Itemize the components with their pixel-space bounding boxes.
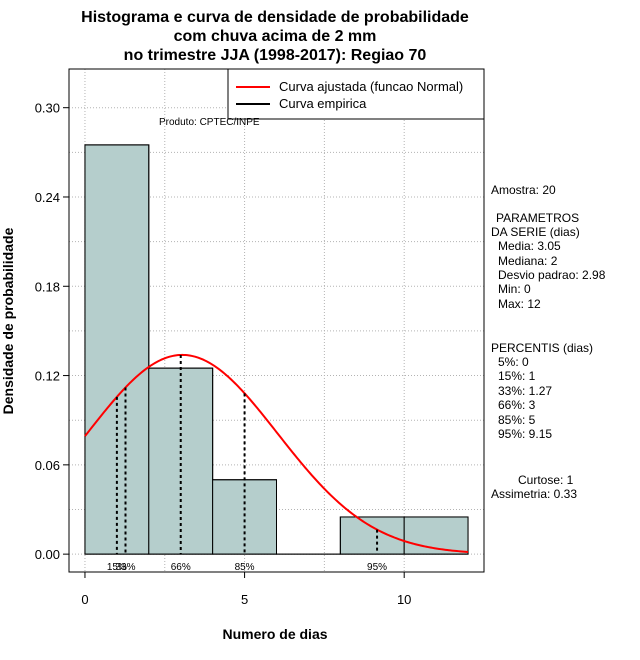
x-tick-label: 10 [397, 592, 411, 607]
density-curves [84, 144, 469, 555]
param-max: Max: 12 [498, 297, 541, 311]
x-axis-title: Numero de dias [222, 626, 327, 642]
histogram-bar [84, 144, 150, 555]
percentil-66: 66%: 3 [498, 398, 536, 412]
sample-size: Amostra: 20 [491, 183, 556, 197]
percentile-label: 15% [107, 562, 127, 573]
normal-fit-curve [84, 353, 469, 553]
x-tick-label: 0 [81, 592, 88, 607]
param-mediana: Mediana: 2 [498, 254, 558, 268]
legend-label-normal: Curva ajustada (funcao Normal) [279, 79, 463, 94]
y-tick-label: 0.30 [35, 101, 60, 116]
param-min: Min: 0 [498, 282, 531, 296]
percentil-5: 5%: 0 [498, 355, 529, 369]
y-tick-label: 0.24 [35, 190, 60, 205]
percentil-33: 33%: 1.27 [498, 384, 552, 398]
param-media: Media: 3.05 [498, 239, 561, 253]
y-tick-label: 0.12 [35, 369, 60, 384]
percentile-label: 66% [171, 562, 191, 573]
y-tick-label: 0.18 [35, 279, 60, 294]
percentil-85: 85%: 5 [498, 413, 536, 427]
legend-box [227, 68, 485, 120]
percentil-15: 15%: 1 [498, 369, 536, 383]
param-desvio: Desvio padrao: 2.98 [498, 268, 606, 282]
y-axis-title: Densidade de probabilidade [0, 227, 16, 414]
histogram-bar [148, 367, 214, 555]
percentil-95: 95%: 9.15 [498, 427, 552, 441]
histogram-bar [339, 516, 405, 555]
product-annotation: Produto: CPTEC/INPE [159, 117, 260, 128]
percentile-label: 33% [115, 562, 135, 573]
curtose: Curtose: 1 [518, 473, 574, 487]
assimetria: Assimetria: 0.33 [491, 487, 577, 501]
percentile-label: 85% [235, 562, 255, 573]
percentile-label: 95% [367, 562, 387, 573]
percentis-title: PERCENTIS (dias) [491, 341, 593, 355]
percentile-lines: 15%33% 66% 85% 95% [107, 354, 387, 573]
x-tick-label: 5 [241, 592, 248, 607]
chart-title-line-3: no trimestre JJA (1998-2017): Regiao 70 [124, 47, 427, 64]
chart-title-line-2: com chuva acima de 2 mm [174, 28, 377, 45]
stats-panel: Amostra: 20 PARAMETROS DA SERIE (dias) M… [491, 183, 606, 501]
legend: Curva ajustada (funcao Normal) Curva emp… [227, 68, 485, 120]
chart-title-line-1: Histograma e curva de densidade de proba… [81, 9, 469, 26]
y-tick-label: 0.00 [35, 547, 60, 562]
params-title-2: DA SERIE (dias) [491, 225, 580, 239]
empirical-curve [84, 144, 469, 555]
params-title-1: PARAMETROS [496, 211, 579, 225]
legend-label-empirical: Curva empirica [279, 96, 367, 111]
y-tick-label: 0.06 [35, 458, 60, 473]
